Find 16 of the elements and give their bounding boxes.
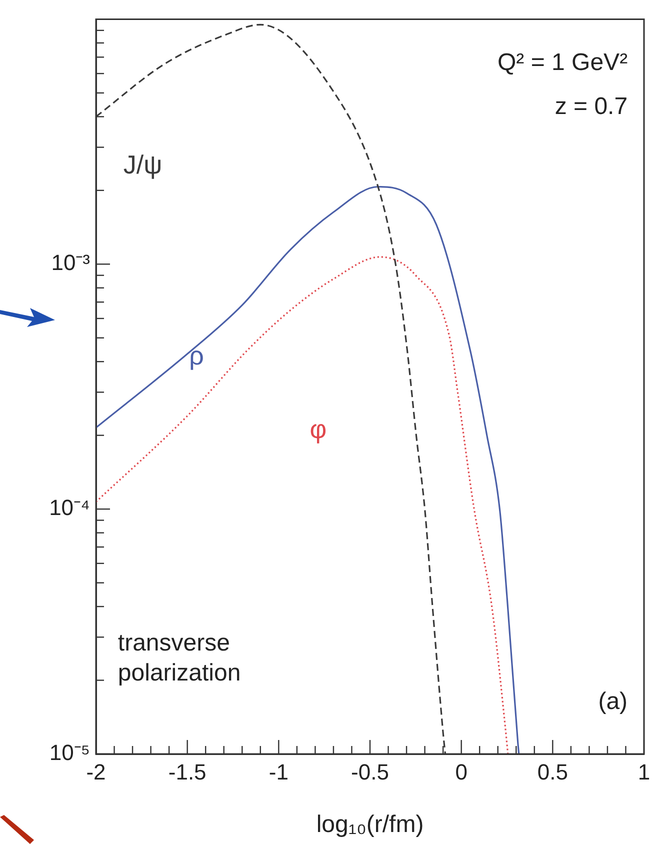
- series-label: ρ: [189, 340, 204, 370]
- x-axis-title: log₁₀(r/fm): [316, 811, 424, 838]
- x-tick-label: -1.5: [168, 759, 206, 784]
- x-tick-label: -1: [268, 759, 288, 784]
- annotation: Q² = 1 GeV²: [498, 48, 628, 76]
- x-tick-label: 1: [638, 759, 650, 784]
- y-tick-label: 10⁻³: [51, 250, 90, 276]
- annotation: transverse polarization: [118, 629, 241, 686]
- annotation: (a): [598, 688, 628, 716]
- y-tick-label: 10⁻⁴: [49, 495, 90, 520]
- x-tick-label: 0.5: [537, 759, 568, 784]
- x-tick-label: -0.5: [351, 759, 389, 784]
- text: φ: [310, 414, 327, 444]
- x-tick-label: 0: [455, 759, 468, 784]
- series-label: J/ψ: [123, 149, 162, 180]
- annotation: z = 0.7: [554, 93, 628, 120]
